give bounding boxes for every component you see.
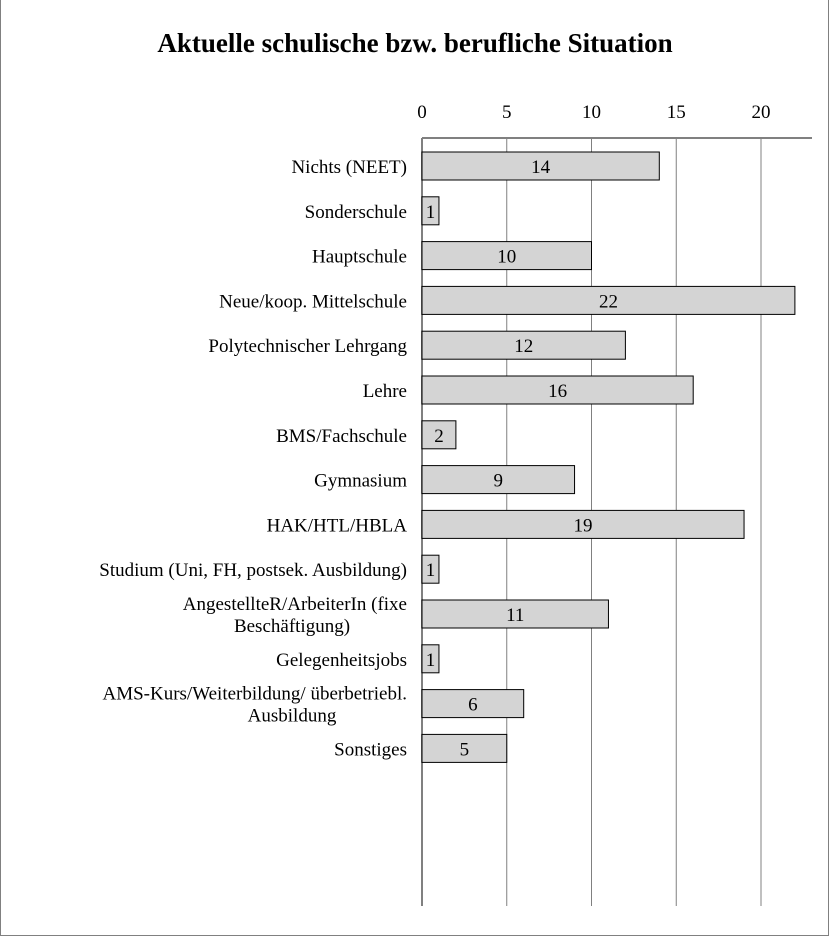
bar (421, 554, 440, 584)
x-tick-label: 15 (667, 102, 686, 123)
category-label: Hauptschule (312, 247, 407, 268)
category-label: Ausbildung (248, 706, 337, 727)
category-label: BMS/Fachschule (276, 426, 407, 447)
category-label: Studium (Uni, FH, postsek. Ausbildung) (99, 560, 407, 581)
bar (421, 689, 525, 719)
data-label: 12 (514, 336, 533, 357)
category-label: Polytechnischer Lehrgang (208, 336, 407, 357)
data-label: 9 (494, 471, 504, 492)
bar (421, 420, 457, 450)
bar (421, 196, 440, 226)
bar (421, 599, 609, 629)
category-label: Gelegenheitsjobs (276, 650, 407, 671)
data-label: 11 (506, 605, 524, 626)
data-label: 6 (468, 695, 478, 716)
category-label: AngestellteR/ArbeiterIn (fixe (183, 594, 407, 615)
data-label: 1 (426, 650, 436, 671)
bar (421, 733, 508, 763)
category-label: Sonderschule (305, 202, 407, 223)
data-label: 19 (574, 515, 593, 536)
x-tick-label: 10 (582, 102, 601, 123)
category-label: Neue/koop. Mittelschule (219, 291, 407, 312)
x-tick-label: 0 (417, 102, 427, 123)
data-label: 22 (599, 291, 618, 312)
data-label: 10 (497, 247, 516, 268)
category-label: AMS-Kurs/Weiterbildung/ überbetriebl. (102, 684, 407, 705)
category-label: Sonstiges (334, 739, 407, 760)
data-label: 1 (426, 202, 436, 223)
data-label: 14 (531, 157, 551, 178)
category-label: Beschäftigung) (234, 616, 350, 637)
bar (421, 644, 440, 674)
category-label: Lehre (363, 381, 407, 402)
bar (421, 465, 576, 495)
data-label: 5 (460, 739, 470, 760)
bar (421, 330, 626, 360)
bar (421, 509, 745, 539)
category-label: Gymnasium (314, 471, 407, 492)
data-label: 16 (548, 381, 567, 402)
category-label: HAK/HTL/HBLA (267, 515, 408, 536)
data-label: 1 (426, 560, 436, 581)
x-tick-label: 5 (502, 102, 512, 123)
bar (421, 151, 660, 181)
x-tick-label: 20 (752, 102, 771, 123)
data-label: 2 (434, 426, 444, 447)
bar (421, 241, 592, 271)
category-label: Nichts (NEET) (291, 157, 407, 178)
chart-title: Aktuelle schulische bzw. berufliche Situ… (157, 28, 673, 58)
bar (421, 375, 694, 405)
bar (421, 285, 796, 315)
